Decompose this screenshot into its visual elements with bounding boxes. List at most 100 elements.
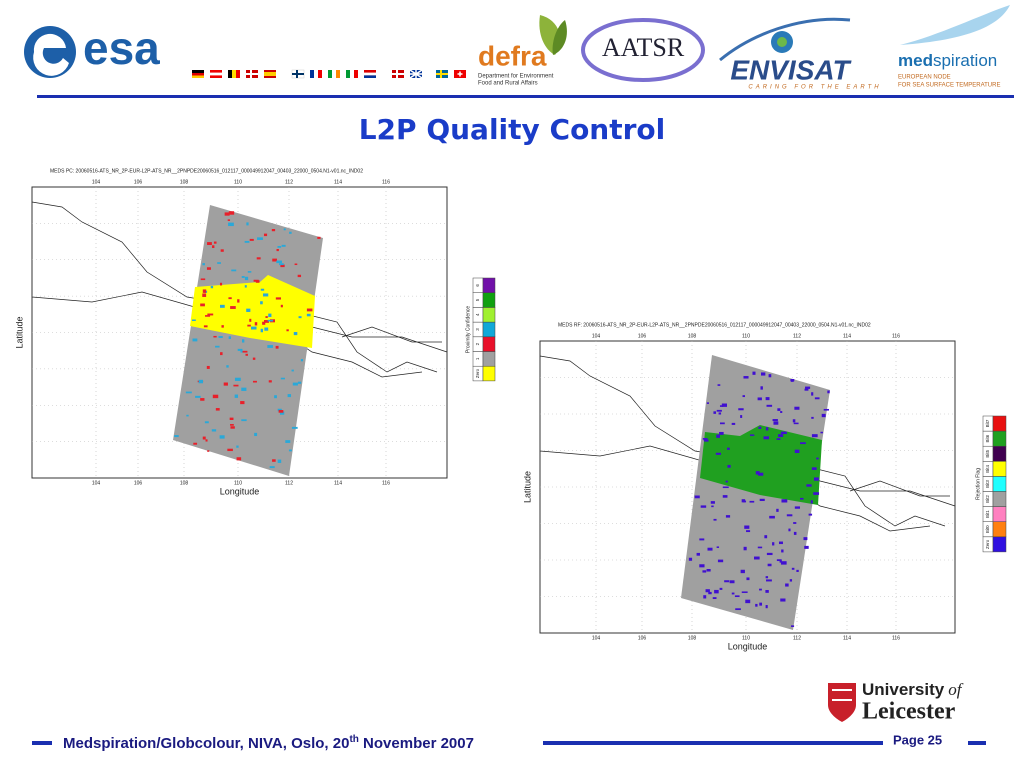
flag-pixel	[757, 397, 762, 401]
flag-pixel	[280, 304, 283, 308]
flag-pixel	[269, 466, 275, 469]
flag-pixel	[244, 240, 250, 243]
header-rule	[37, 95, 1014, 98]
flag-pixel	[249, 318, 252, 322]
flag-pixel	[823, 408, 829, 411]
flag-pixel	[228, 297, 232, 300]
flag-pixel	[758, 426, 762, 429]
flag-pixel	[777, 408, 781, 411]
flag-pixel	[794, 506, 801, 509]
aatsr-logo: AATSR	[581, 18, 705, 82]
legend-swatch	[992, 521, 1007, 538]
footer-part: Medspiration/Globcolour, NIVA, Oslo, 20	[63, 735, 349, 752]
flag-pixel	[785, 583, 789, 587]
legend-label: Bit7	[985, 419, 990, 427]
flag-pixel	[800, 442, 806, 445]
flag-pixel	[763, 436, 770, 440]
slide-title: L2P Quality Control	[359, 113, 666, 146]
flag-pixel	[277, 246, 282, 248]
legend-label: Bit4	[985, 464, 990, 472]
flag-pixel	[221, 325, 224, 328]
flag-pixel	[252, 357, 256, 360]
flag-pixel	[781, 549, 784, 553]
x-tick-label: 110	[742, 333, 750, 339]
flag-pixel	[186, 414, 189, 417]
flag-pixel	[218, 336, 223, 338]
legend-label: 1	[475, 357, 480, 360]
flag-pixel	[215, 408, 220, 411]
flag-pixel	[745, 599, 751, 604]
esa-logo: esa	[24, 22, 466, 79]
flag-pixel	[729, 580, 735, 584]
flag-pixel	[808, 513, 813, 516]
flag-pixel	[754, 556, 760, 560]
flag-pixel	[710, 501, 715, 504]
flag-pixel	[703, 595, 707, 599]
flag-pixel	[264, 327, 269, 331]
flag-pixel	[288, 449, 292, 452]
flag-pixel	[699, 564, 705, 568]
x-tick-label: 104	[592, 333, 601, 339]
flag-pixel	[766, 404, 773, 407]
flag-pixel	[806, 484, 812, 487]
flag-pixel	[250, 326, 257, 330]
flag-pixel	[268, 313, 272, 317]
flag-pixel	[705, 589, 710, 593]
flag-pixel	[241, 419, 247, 422]
x-tick-label: 106	[134, 480, 143, 486]
flag-pixel	[759, 588, 762, 591]
flag-pixel	[297, 274, 302, 278]
flag-pixel	[827, 390, 830, 394]
swath	[173, 205, 323, 476]
flag-pixel	[249, 238, 254, 241]
flag-pixel	[237, 299, 240, 303]
flag-pixel	[220, 249, 224, 252]
flag-pixel	[719, 405, 724, 407]
flag-pixel	[811, 392, 814, 396]
flag-pixel	[211, 429, 217, 432]
flag-pixel	[212, 245, 215, 248]
flag-pixel	[267, 319, 274, 322]
flag-pixel	[740, 415, 743, 418]
legend-swatch	[992, 491, 1007, 507]
flag-pixel	[694, 495, 700, 499]
flag-pixel	[285, 440, 291, 443]
flag-pixel	[786, 514, 793, 517]
medspiration-text: medspiration	[898, 51, 997, 70]
flag-pixel	[236, 445, 239, 448]
flag-pixel	[738, 408, 744, 411]
flag-pixel	[244, 285, 247, 288]
x-tick-label: 110	[742, 635, 750, 641]
flag-pixel	[192, 338, 198, 342]
flag-pixel	[202, 289, 207, 293]
flag-pixel	[246, 222, 249, 226]
flag-pixel	[766, 579, 772, 582]
flag-pixel	[746, 530, 751, 533]
defra-text: defra	[478, 40, 547, 71]
flag-pixel	[706, 568, 711, 572]
flag-pixel	[699, 538, 705, 541]
y-axis-label: Latitude	[522, 471, 532, 503]
flag-pixel	[203, 325, 208, 328]
flag-pixel	[278, 410, 284, 413]
flag-pixel	[200, 398, 205, 401]
flag-pixel	[291, 369, 294, 372]
flag-pixel	[247, 324, 251, 327]
y-axis-label: Latitude	[14, 316, 24, 348]
flag-pixel	[252, 380, 257, 383]
flag-pixel	[773, 421, 779, 425]
flag-pixel	[793, 422, 799, 425]
footer-part: November 2007	[359, 735, 474, 752]
legend-label: 5	[475, 298, 480, 301]
flag-pixel	[780, 561, 787, 565]
footer-rule	[32, 741, 52, 745]
flag-pixel	[200, 278, 206, 281]
x-tick-label: 104	[592, 635, 601, 641]
flag-pixel	[256, 257, 261, 260]
x-tick-label: 104	[92, 179, 101, 185]
flag-pixel	[704, 439, 709, 442]
flag-pixel	[230, 426, 235, 429]
x-tick-label: 106	[134, 179, 143, 185]
flag-pixel	[240, 401, 245, 405]
maps: MEDS PC: 20060516-ATS_NR_2P-EUR-L2P-ATS_…	[14, 168, 1007, 651]
